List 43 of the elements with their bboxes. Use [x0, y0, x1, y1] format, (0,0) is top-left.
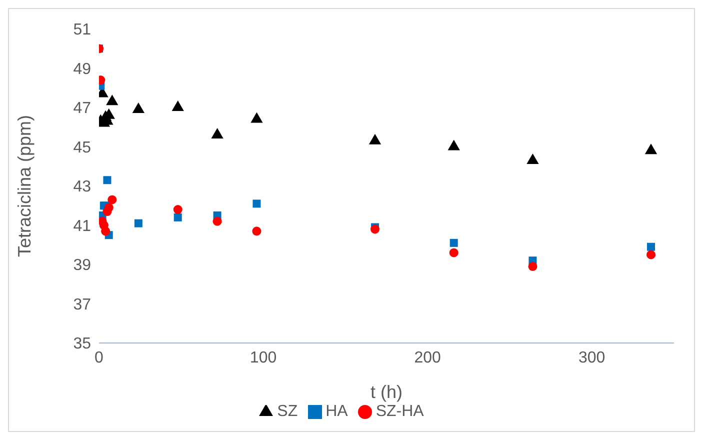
point — [173, 205, 182, 214]
y-tick-label: 51 — [73, 22, 92, 39]
point — [250, 112, 263, 123]
y-tick-label: 45 — [73, 139, 92, 156]
point — [644, 144, 658, 154]
point — [106, 94, 118, 106]
point — [647, 242, 655, 251]
point — [252, 200, 261, 208]
point — [528, 262, 538, 271]
point — [211, 128, 224, 138]
point — [212, 216, 222, 226]
y-tick-label: 37 — [73, 296, 92, 314]
point — [108, 195, 117, 204]
y-tick-label: 39 — [73, 257, 92, 274]
point — [103, 176, 112, 184]
y-tick-label: 41 — [73, 218, 92, 235]
x-tick-label: 100 — [250, 349, 277, 366]
point — [252, 226, 262, 236]
x-tick-label: 200 — [414, 349, 442, 366]
x-tick-label: 0 — [94, 349, 104, 366]
point — [449, 248, 458, 258]
x-tick-label: 300 — [578, 349, 606, 366]
point — [370, 224, 380, 234]
y-tick-label: 43 — [73, 178, 92, 196]
legend-label: SZ — [277, 403, 298, 420]
point — [174, 213, 182, 222]
y-tick-label: 35 — [73, 336, 92, 353]
y-tick-label: 49 — [73, 60, 92, 78]
point — [134, 219, 142, 228]
point — [172, 100, 184, 112]
y-tick-label: 47 — [73, 100, 92, 118]
point — [132, 102, 145, 113]
point — [368, 134, 382, 144]
y-axis-title: Tetraciclina (ppm) — [14, 114, 34, 258]
point — [450, 238, 458, 247]
legend-label: HA — [326, 403, 348, 420]
legend-label: SZ-HA — [376, 403, 424, 420]
point — [646, 250, 656, 260]
point — [448, 140, 460, 150]
point — [526, 153, 539, 164]
point — [101, 226, 110, 236]
point — [104, 203, 114, 212]
x-axis-title: t (h) — [370, 382, 403, 402]
